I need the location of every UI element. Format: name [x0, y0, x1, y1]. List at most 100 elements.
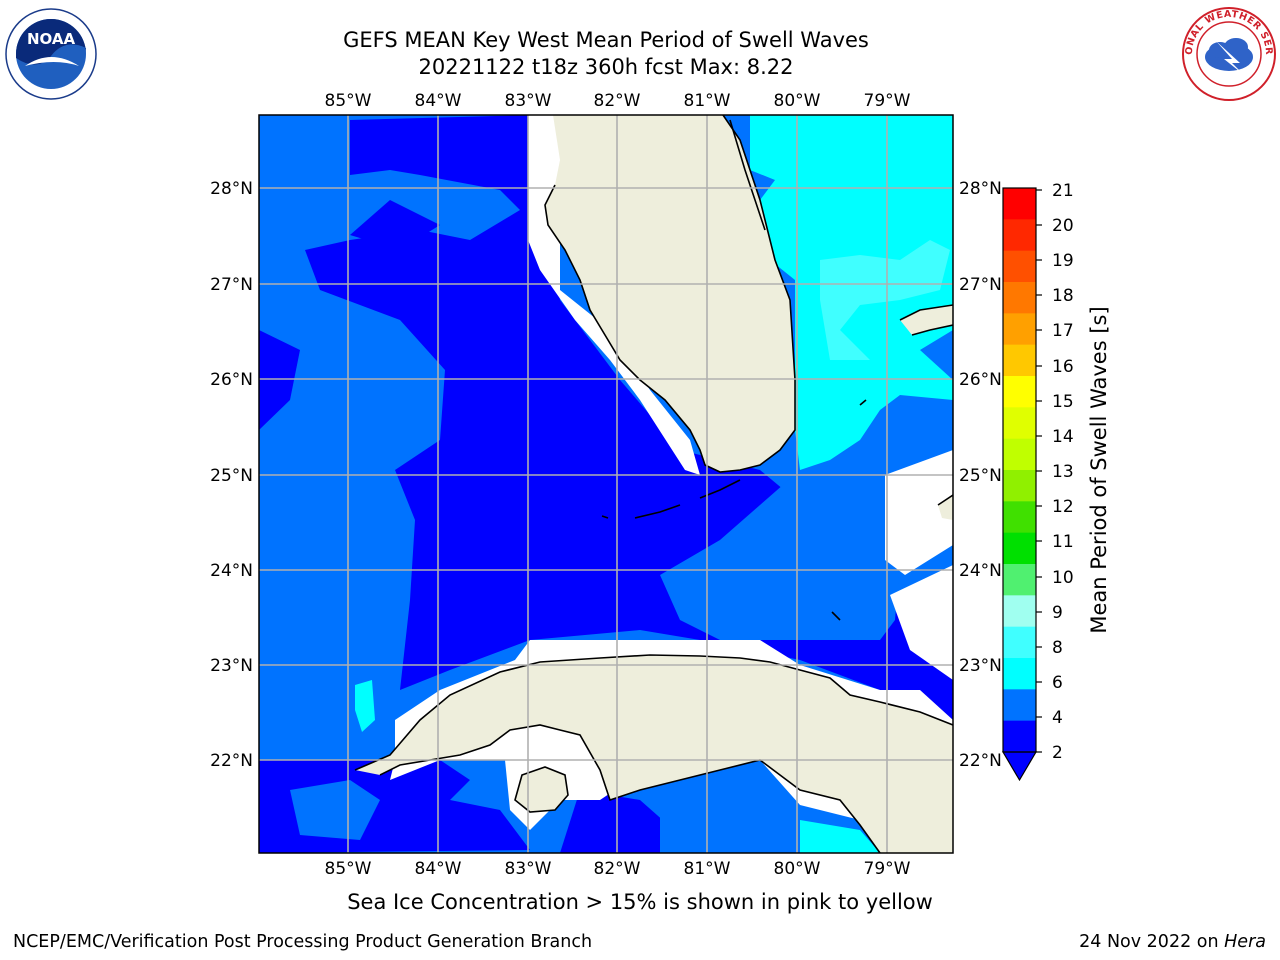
lon-ticks-top: 85°W 84°W 83°W 82°W 81°W 80°W 79°W — [325, 91, 911, 111]
colorbar-label: Mean Period of Swell Waves [s] — [1087, 306, 1111, 633]
lon-tick-label: 79°W — [864, 91, 911, 111]
noaa-logo-text: NOAA — [27, 30, 76, 48]
lon-tick-label: 85°W — [325, 91, 372, 111]
colorbar-tick-label: 12 — [1052, 497, 1074, 517]
lon-tick-label: 81°W — [684, 859, 731, 879]
lon-tick-label: 81°W — [684, 91, 731, 111]
colorbar-tick-label: 2 — [1052, 743, 1063, 763]
lat-tick-label: 28°N — [959, 179, 1002, 199]
andros-land — [938, 495, 953, 520]
lon-tick-label: 80°W — [774, 859, 821, 879]
map-title: GEFS MEAN Key West Mean Period of Swell … — [343, 28, 869, 52]
colorbar-segment — [1003, 720, 1036, 753]
colorbar-segment — [1003, 344, 1036, 377]
colorbar-segment — [1003, 438, 1036, 471]
lat-tick-label: 27°N — [959, 275, 1002, 295]
colorbar-segment — [1003, 626, 1036, 659]
lon-tick-label: 82°W — [594, 859, 641, 879]
lon-tick-label: 84°W — [415, 859, 462, 879]
lat-tick-label: 27°N — [210, 275, 253, 295]
sea-ice-caption: Sea Ice Concentration > 15% is shown in … — [347, 890, 933, 914]
no-data-bahamas — [885, 450, 953, 575]
colorbar-tick-label: 11 — [1052, 532, 1074, 552]
colorbar-segment — [1003, 313, 1036, 346]
map-subtitle: 20221122 t18z 360h fcst Max: 8.22 — [418, 55, 794, 79]
colorbar-tick-label: 8 — [1052, 638, 1063, 658]
colorbar-extend-arrow — [1001, 751, 1038, 782]
colorbar-tick-label: 19 — [1052, 251, 1074, 271]
colorbar-tick-label: 16 — [1052, 357, 1074, 377]
colorbar-tick-label: 6 — [1052, 673, 1063, 693]
swell-region-medium-sw — [290, 780, 380, 840]
lon-tick-label: 84°W — [415, 91, 462, 111]
lon-tick-label: 83°W — [505, 91, 552, 111]
colorbar-segment — [1003, 407, 1036, 440]
swell-region-medium-east — [660, 450, 900, 640]
colorbar-segment — [1003, 564, 1036, 596]
lat-tick-label: 23°N — [210, 656, 253, 676]
florida-land — [545, 115, 795, 472]
colorbar-tick-label: 20 — [1052, 216, 1074, 236]
map-frame — [258, 114, 954, 854]
colorbar-segment — [1003, 532, 1036, 565]
lat-tick-label: 23°N — [959, 656, 1002, 676]
swell-region-cyan-south — [800, 820, 880, 853]
footer-date: 24 Nov 2022 on Hera — [1079, 932, 1266, 952]
footer-credit: NCEP/EMC/Verification Post Processing Pr… — [13, 932, 593, 952]
lat-tick-label: 24°N — [959, 561, 1002, 581]
lon-tick-label: 82°W — [594, 91, 641, 111]
colorbar-segment — [1003, 658, 1036, 690]
swell-region-medium-south — [660, 760, 800, 853]
lon-tick-label: 85°W — [325, 859, 372, 879]
lat-tick-label: 25°N — [210, 466, 253, 486]
nws-logo: NATIONAL WEATHER SERVICE — [1180, 5, 1276, 101]
colorbar-tick-label: 17 — [1052, 321, 1074, 341]
lat-tick-label: 22°N — [210, 751, 253, 771]
lat-tick-label: 22°N — [959, 751, 1002, 771]
no-data-bahamas-south — [890, 565, 953, 680]
colorbar-segment — [1003, 219, 1036, 252]
colorbar-tick-label: 14 — [1052, 427, 1074, 447]
colorbar-tick-label: 13 — [1052, 462, 1074, 482]
footer-date-text: 24 Nov 2022 on — [1079, 932, 1225, 952]
coastlines — [354, 115, 953, 853]
lat-tick-label: 24°N — [210, 561, 253, 581]
map-area — [259, 115, 953, 853]
lat-tick-label: 25°N — [959, 466, 1002, 486]
colorbar-tick-label: 15 — [1052, 392, 1074, 412]
lat-tick-label: 26°N — [959, 370, 1002, 390]
swell-region-dark-nw — [350, 200, 440, 250]
colorbar-segment — [1003, 501, 1036, 534]
colorbar-tick-label: 4 — [1052, 708, 1063, 728]
lon-tick-label: 83°W — [505, 859, 552, 879]
footer-host: Hera — [1224, 932, 1266, 952]
colorbar: 21 20 19 18 17 16 15 14 13 12 11 10 9 8 6 4 2 — [1001, 181, 1074, 782]
noaa-logo: NOAA — [5, 8, 97, 100]
colorbar-tick-label: 10 — [1052, 568, 1074, 588]
colorbar-tick-label: 9 — [1052, 603, 1063, 623]
lat-ticks-right: 28°N 27°N 26°N 25°N 24°N 23°N 22°N — [959, 179, 1002, 771]
colorbar-frame — [1002, 187, 1037, 753]
colorbar-tick-label: 21 — [1052, 181, 1074, 201]
swell-region-cyan-islet — [355, 680, 375, 732]
colorbar-segment — [1003, 470, 1036, 502]
graticule — [259, 115, 953, 853]
lat-tick-label: 28°N — [210, 179, 253, 199]
lat-ticks-left: 28°N 27°N 26°N 25°N 24°N 23°N 22°N — [210, 179, 253, 771]
colorbar-segment — [1003, 188, 1036, 220]
no-data-west-florida — [528, 115, 700, 475]
lat-tick-label: 26°N — [210, 370, 253, 390]
lon-tick-label: 79°W — [864, 859, 911, 879]
cuba-land — [355, 655, 953, 853]
colorbar-segment — [1003, 376, 1036, 408]
colorbar-segment — [1003, 595, 1036, 628]
colorbar-tick-label: 18 — [1052, 286, 1074, 306]
colorbar-segment — [1003, 250, 1036, 283]
lon-ticks-bottom: 85°W 84°W 83°W 82°W 81°W 80°W 79°W — [325, 859, 911, 879]
colorbar-segment — [1003, 689, 1036, 722]
swell-region-cyan-light — [820, 240, 950, 360]
swell-region-dark-west-edge — [259, 330, 300, 430]
lon-tick-label: 80°W — [774, 91, 821, 111]
colorbar-segment — [1003, 282, 1036, 314]
